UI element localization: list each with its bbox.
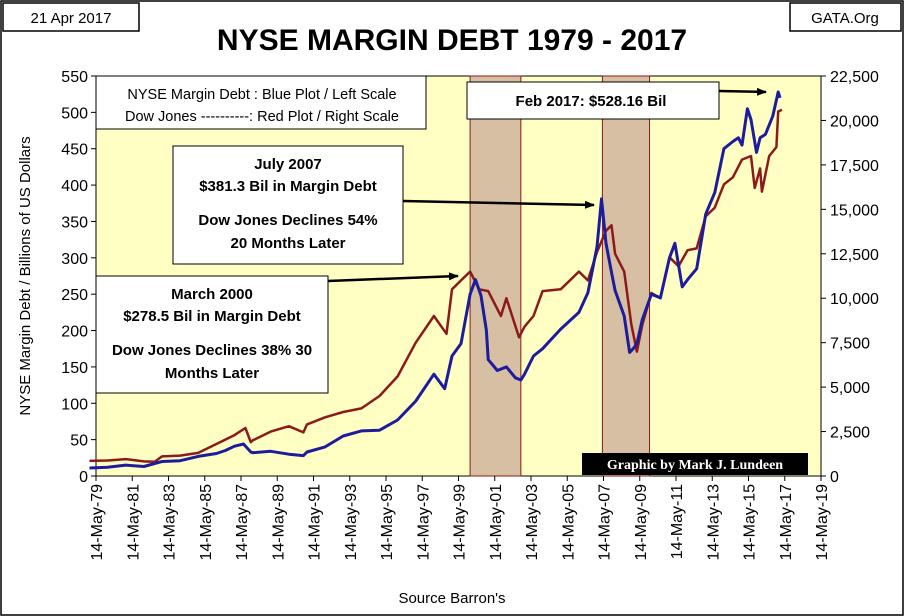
x-tick-label: 14-May-17 — [778, 484, 795, 561]
right-tick-label: 5,000 — [830, 380, 870, 397]
x-tick-label: 14-May-87 — [234, 484, 251, 561]
dow-jones-line — [89, 108, 783, 464]
right-tick-label: 0 — [830, 469, 839, 486]
left-tick-label: 300 — [61, 251, 88, 268]
july-2007-line-3: Dow Jones Declines 54% — [198, 212, 377, 229]
legend-box: NYSE Margin Debt : Blue Plot / Left Scal… — [95, 75, 427, 130]
feb-2017-text: Feb 2017: $528.16 Bil — [516, 93, 667, 110]
left-tick-label: 500 — [61, 105, 88, 122]
july-2007-arrow — [402, 199, 595, 209]
date-box-frame — [2, 2, 140, 32]
left-tick-label: 350 — [61, 214, 88, 231]
right-tick-label: 12,500 — [830, 247, 879, 264]
left-tick-label: 200 — [61, 324, 88, 341]
date-label: 21 Apr 2017 — [31, 10, 112, 27]
x-tick-label: 14-May-93 — [343, 484, 360, 561]
left-tick-label: 400 — [61, 178, 88, 195]
right-tick-label: 17,500 — [830, 158, 879, 175]
right-tick-label: 15,000 — [830, 202, 879, 219]
left-tick-label: 50 — [70, 433, 88, 450]
right-tick-label: 10,000 — [830, 291, 879, 308]
x-tick-label: 14-May-79 — [89, 484, 106, 561]
july-2007-line-2: $381.3 Bil in Margin Debt — [199, 178, 377, 195]
legend-line-1: NYSE Margin Debt : Blue Plot / Left Scal… — [127, 87, 396, 103]
series-layer — [89, 90, 783, 470]
chart-title: NYSE MARGIN DEBT 1979 - 2017 — [217, 24, 687, 57]
x-tick-label: 14-May-91 — [307, 484, 324, 561]
y-axis-title: NYSE Margin Debt / Billions of US Dollar… — [17, 136, 34, 415]
feb-2017-callout: Feb 2017: $528.16 Bil — [466, 81, 720, 120]
x-tick-label: 14-May-01 — [488, 484, 505, 561]
x-tick-label: 14-May-19 — [814, 484, 831, 561]
x-tick-label: 14-May-99 — [452, 484, 469, 561]
x-axis-title: Source Barron's — [398, 590, 505, 607]
x-tick-label: 14-May-15 — [742, 484, 759, 561]
july-2007-box — [172, 145, 404, 265]
march-2000-line-4: Months Later — [165, 365, 259, 382]
july-2007-callout: July 2007 $381.3 Bil in Margin Debt Dow … — [172, 145, 404, 265]
legend-box-frame — [95, 75, 427, 130]
x-tick-label: 14-May-13 — [705, 484, 722, 561]
right-tick-label: 2,500 — [830, 425, 870, 442]
credit-box-frame — [582, 453, 808, 475]
shaded-period-0 — [469, 75, 522, 477]
march-2000-line-1: March 2000 — [171, 286, 253, 303]
march-2000-callout: March 2000 $278.5 Bil in Margin Debt Dow… — [95, 275, 329, 394]
march-2000-line-3: Dow Jones Declines 38% 30 — [112, 342, 312, 359]
feb-2017-box — [466, 81, 720, 120]
x-tick-label: 14-May-05 — [560, 484, 577, 561]
x-tick-label: 14-May-11 — [669, 484, 686, 559]
credit-box: Graphic by Mark J. Lundeen — [582, 453, 808, 475]
right-tick-label: 7,500 — [830, 336, 870, 353]
x-tick-label: 14-May-85 — [198, 484, 215, 561]
left-tick-label: 250 — [61, 287, 88, 304]
march-2000-arrow — [327, 272, 459, 283]
july-2007-line-4: 20 Months Later — [230, 235, 345, 252]
left-tick-label: 150 — [61, 360, 88, 377]
x-tick-label: 14-May-03 — [524, 484, 541, 561]
left-tick-label: 0 — [79, 469, 88, 486]
x-tick-label: 14-May-95 — [379, 484, 396, 561]
feb-2017-arrow — [718, 87, 767, 96]
right-tick-label: 20,000 — [830, 113, 879, 130]
x-tick-label: 14-May-83 — [162, 484, 179, 561]
credit-text: Graphic by Mark J. Lundeen — [607, 458, 783, 473]
x-tick-label: 14-May-09 — [633, 484, 650, 561]
march-2000-box — [95, 275, 329, 394]
left-tick-label: 550 — [61, 69, 88, 86]
july-2007-line-1: July 2007 — [254, 156, 322, 173]
site-box-frame — [789, 2, 902, 32]
margin-debt-line — [89, 90, 782, 470]
left-tick-label: 450 — [61, 142, 88, 159]
site-label: GATA.Org — [811, 10, 879, 27]
march-2000-line-2: $278.5 Bil in Margin Debt — [123, 308, 301, 325]
axis-layer: 0 50 100 150 200 250 300 350 400 450 500 550 0 2,500 5… — [61, 69, 879, 560]
legend-line-2: Dow Jones ----------: Red Plot / Right S… — [125, 109, 399, 125]
x-tick-label: 14-May-97 — [415, 484, 432, 561]
x-tick-label: 14-May-81 — [125, 484, 142, 561]
x-tick-label: 14-May-07 — [597, 484, 614, 561]
site-box: GATA.Org — [789, 2, 902, 32]
x-tick-label: 14-May-89 — [270, 484, 287, 561]
left-tick-label: 100 — [61, 396, 88, 413]
right-tick-label: 22,500 — [830, 69, 879, 86]
date-box: 21 Apr 2017 — [2, 2, 140, 32]
